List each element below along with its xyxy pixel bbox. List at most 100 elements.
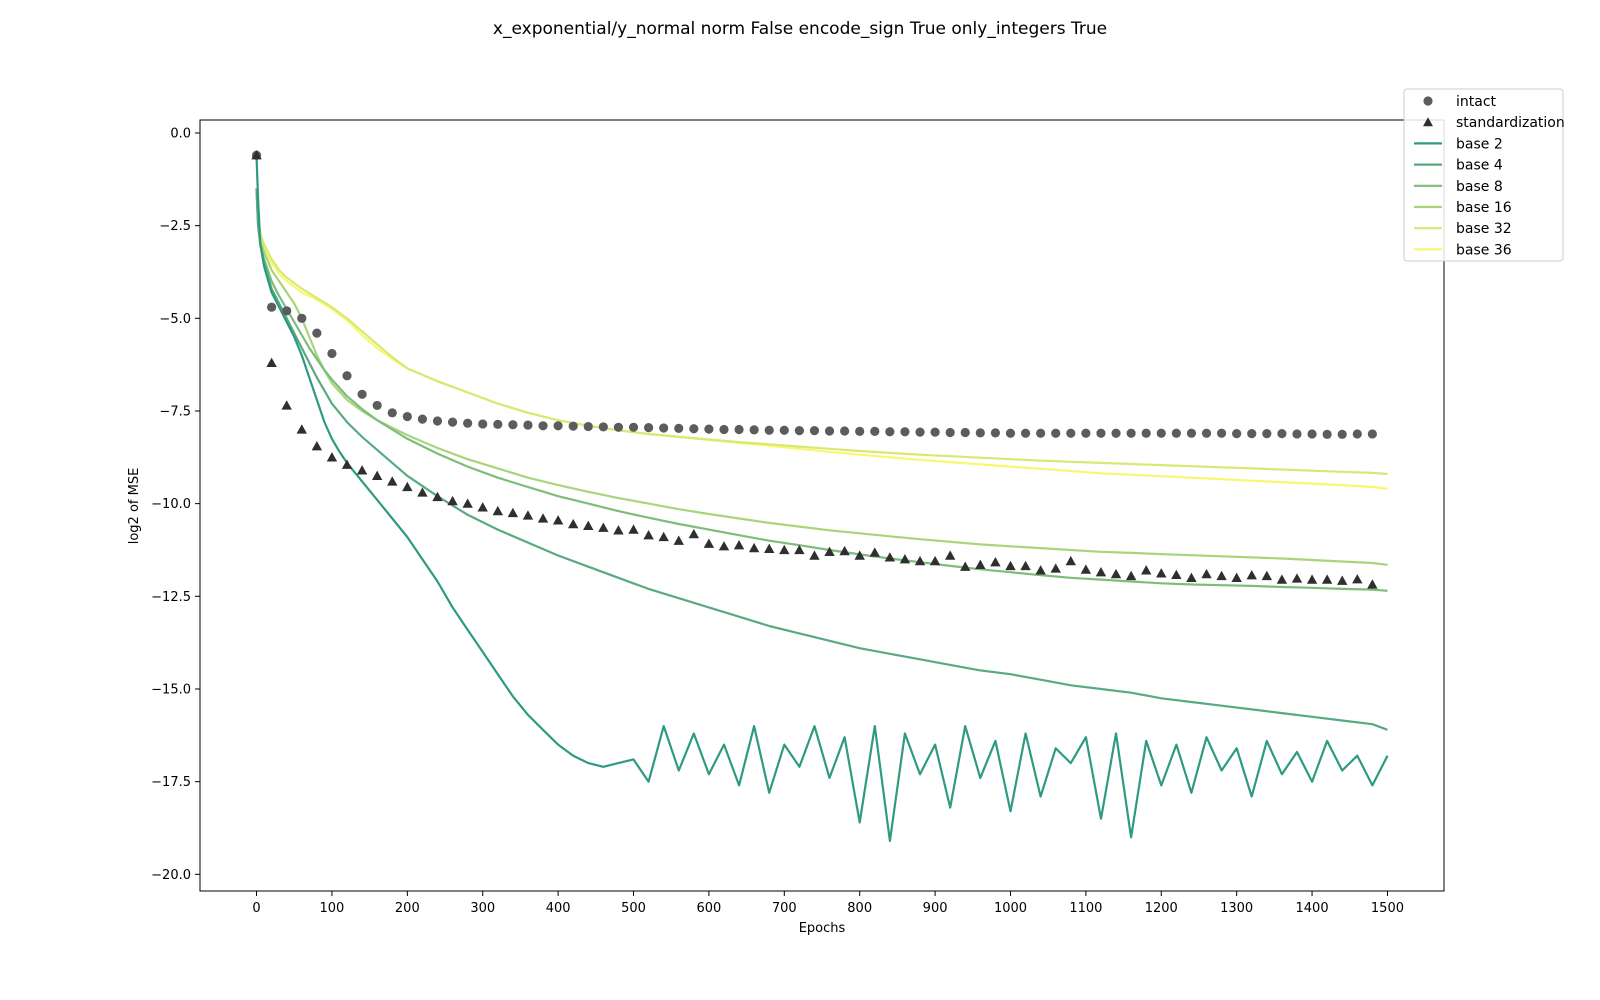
standardization-point [281, 400, 292, 410]
legend-item-base-36: base 36 [1414, 242, 1512, 258]
series-points-standardization [251, 150, 1378, 589]
standardization-point [326, 452, 338, 462]
standardization-point [371, 470, 383, 481]
standardization-point [568, 518, 579, 529]
standardization-point [1005, 560, 1016, 571]
standardization-point [1065, 555, 1076, 566]
intact-point [855, 426, 865, 436]
legend-label: standardization [1456, 115, 1565, 131]
legend-label: base 36 [1456, 242, 1512, 258]
intact-point [764, 425, 774, 435]
standardization-point [1171, 569, 1182, 579]
plot-area [199, 119, 1445, 892]
intact-point [1307, 429, 1317, 439]
intact-point [508, 420, 518, 430]
legend: intact standardization base 2 base 4 base 8 b… [1403, 88, 1565, 262]
y-tick-label: −12.5 [151, 590, 191, 605]
intact-point [1096, 428, 1106, 438]
intact-point [870, 426, 880, 436]
standardization-point [1186, 572, 1197, 582]
chart-title: x_exponential/y_normal norm False encode… [493, 19, 1107, 39]
standardization-point [296, 424, 307, 434]
standardization-point [779, 544, 790, 555]
intact-point [674, 423, 684, 433]
intact-point [1322, 429, 1332, 439]
y-tick-label: −5.0 [159, 312, 191, 327]
intact-point [523, 420, 533, 430]
intact-point [1126, 428, 1136, 438]
intact-point [598, 422, 608, 432]
standardization-point [447, 495, 458, 506]
series-line-base-32 [255, 188, 1388, 476]
intact-point [1081, 428, 1091, 438]
x-axis-ticks: 0 100 200 300 400 500 600 700 800 900 1000 1100 1200… [252, 891, 1404, 916]
plot-background [200, 120, 1444, 891]
intact-point [1156, 428, 1166, 438]
standardization-point [1261, 570, 1273, 581]
legend-label: base 8 [1456, 179, 1503, 195]
standardization-point [990, 557, 1001, 567]
standardization-point [1156, 568, 1167, 578]
intact-point [312, 328, 322, 338]
legend-item-base-2: base 2 [1414, 136, 1503, 152]
standardization-point [975, 559, 986, 569]
intact-point [960, 427, 970, 438]
intact-point [689, 424, 699, 434]
intact-point [1247, 428, 1257, 439]
x-tick-label: 1200 [1145, 901, 1178, 916]
intact-point [704, 424, 714, 434]
standardization-point [251, 150, 262, 160]
intact-point [840, 426, 850, 436]
intact-point [734, 424, 744, 435]
intact-point [1171, 428, 1181, 438]
legend-label: base 2 [1456, 136, 1503, 152]
standardization-point [1035, 565, 1046, 575]
y-tick-label: −2.5 [159, 219, 191, 234]
intact-point [1036, 428, 1046, 438]
intact-point [553, 421, 563, 431]
intact-point [719, 424, 729, 435]
intact-point [945, 427, 955, 438]
series-line-base-16 [255, 188, 1388, 566]
standardization-point [311, 440, 323, 451]
x-tick-label: 700 [772, 901, 797, 916]
legend-item-base-16: base 16 [1414, 200, 1512, 216]
x-tick-label: 100 [320, 901, 345, 916]
intact-point [975, 428, 985, 438]
series-line-base-8 [255, 188, 1388, 592]
standardization-point [673, 535, 684, 545]
standardization-point [643, 529, 654, 540]
legend-label: base 16 [1456, 200, 1512, 216]
intact-point [342, 371, 352, 381]
intact-point [749, 425, 759, 435]
legend-label: base 4 [1456, 158, 1503, 174]
legend-label: intact [1456, 94, 1497, 110]
standardization-point [733, 539, 745, 550]
standardization-point [598, 522, 609, 532]
intact-point [327, 348, 337, 359]
intact-point [493, 419, 503, 429]
x-tick-label: 600 [696, 901, 721, 916]
intact-point [583, 421, 593, 432]
intact-point [417, 414, 428, 424]
standardization-point [507, 507, 519, 518]
standardization-point [613, 525, 624, 535]
y-tick-label: −17.5 [151, 775, 191, 790]
intact-point [824, 426, 835, 436]
standardization-point [929, 555, 941, 566]
legend-item-base-32: base 32 [1414, 221, 1512, 237]
intact-point [1066, 428, 1076, 438]
intact-point [1352, 429, 1362, 439]
intact-point [297, 313, 307, 323]
intact-point [447, 417, 458, 427]
standardization-point [552, 515, 564, 525]
standardization-point [1337, 575, 1348, 585]
y-tick-label: −15.0 [151, 682, 191, 697]
standardization-point [809, 550, 820, 560]
intact-point [809, 426, 820, 436]
standardization-point [1291, 573, 1303, 583]
intact-point [402, 411, 412, 422]
intact-point [432, 416, 443, 426]
x-tick-label: 0 [252, 901, 260, 916]
intact-point [1277, 428, 1287, 439]
